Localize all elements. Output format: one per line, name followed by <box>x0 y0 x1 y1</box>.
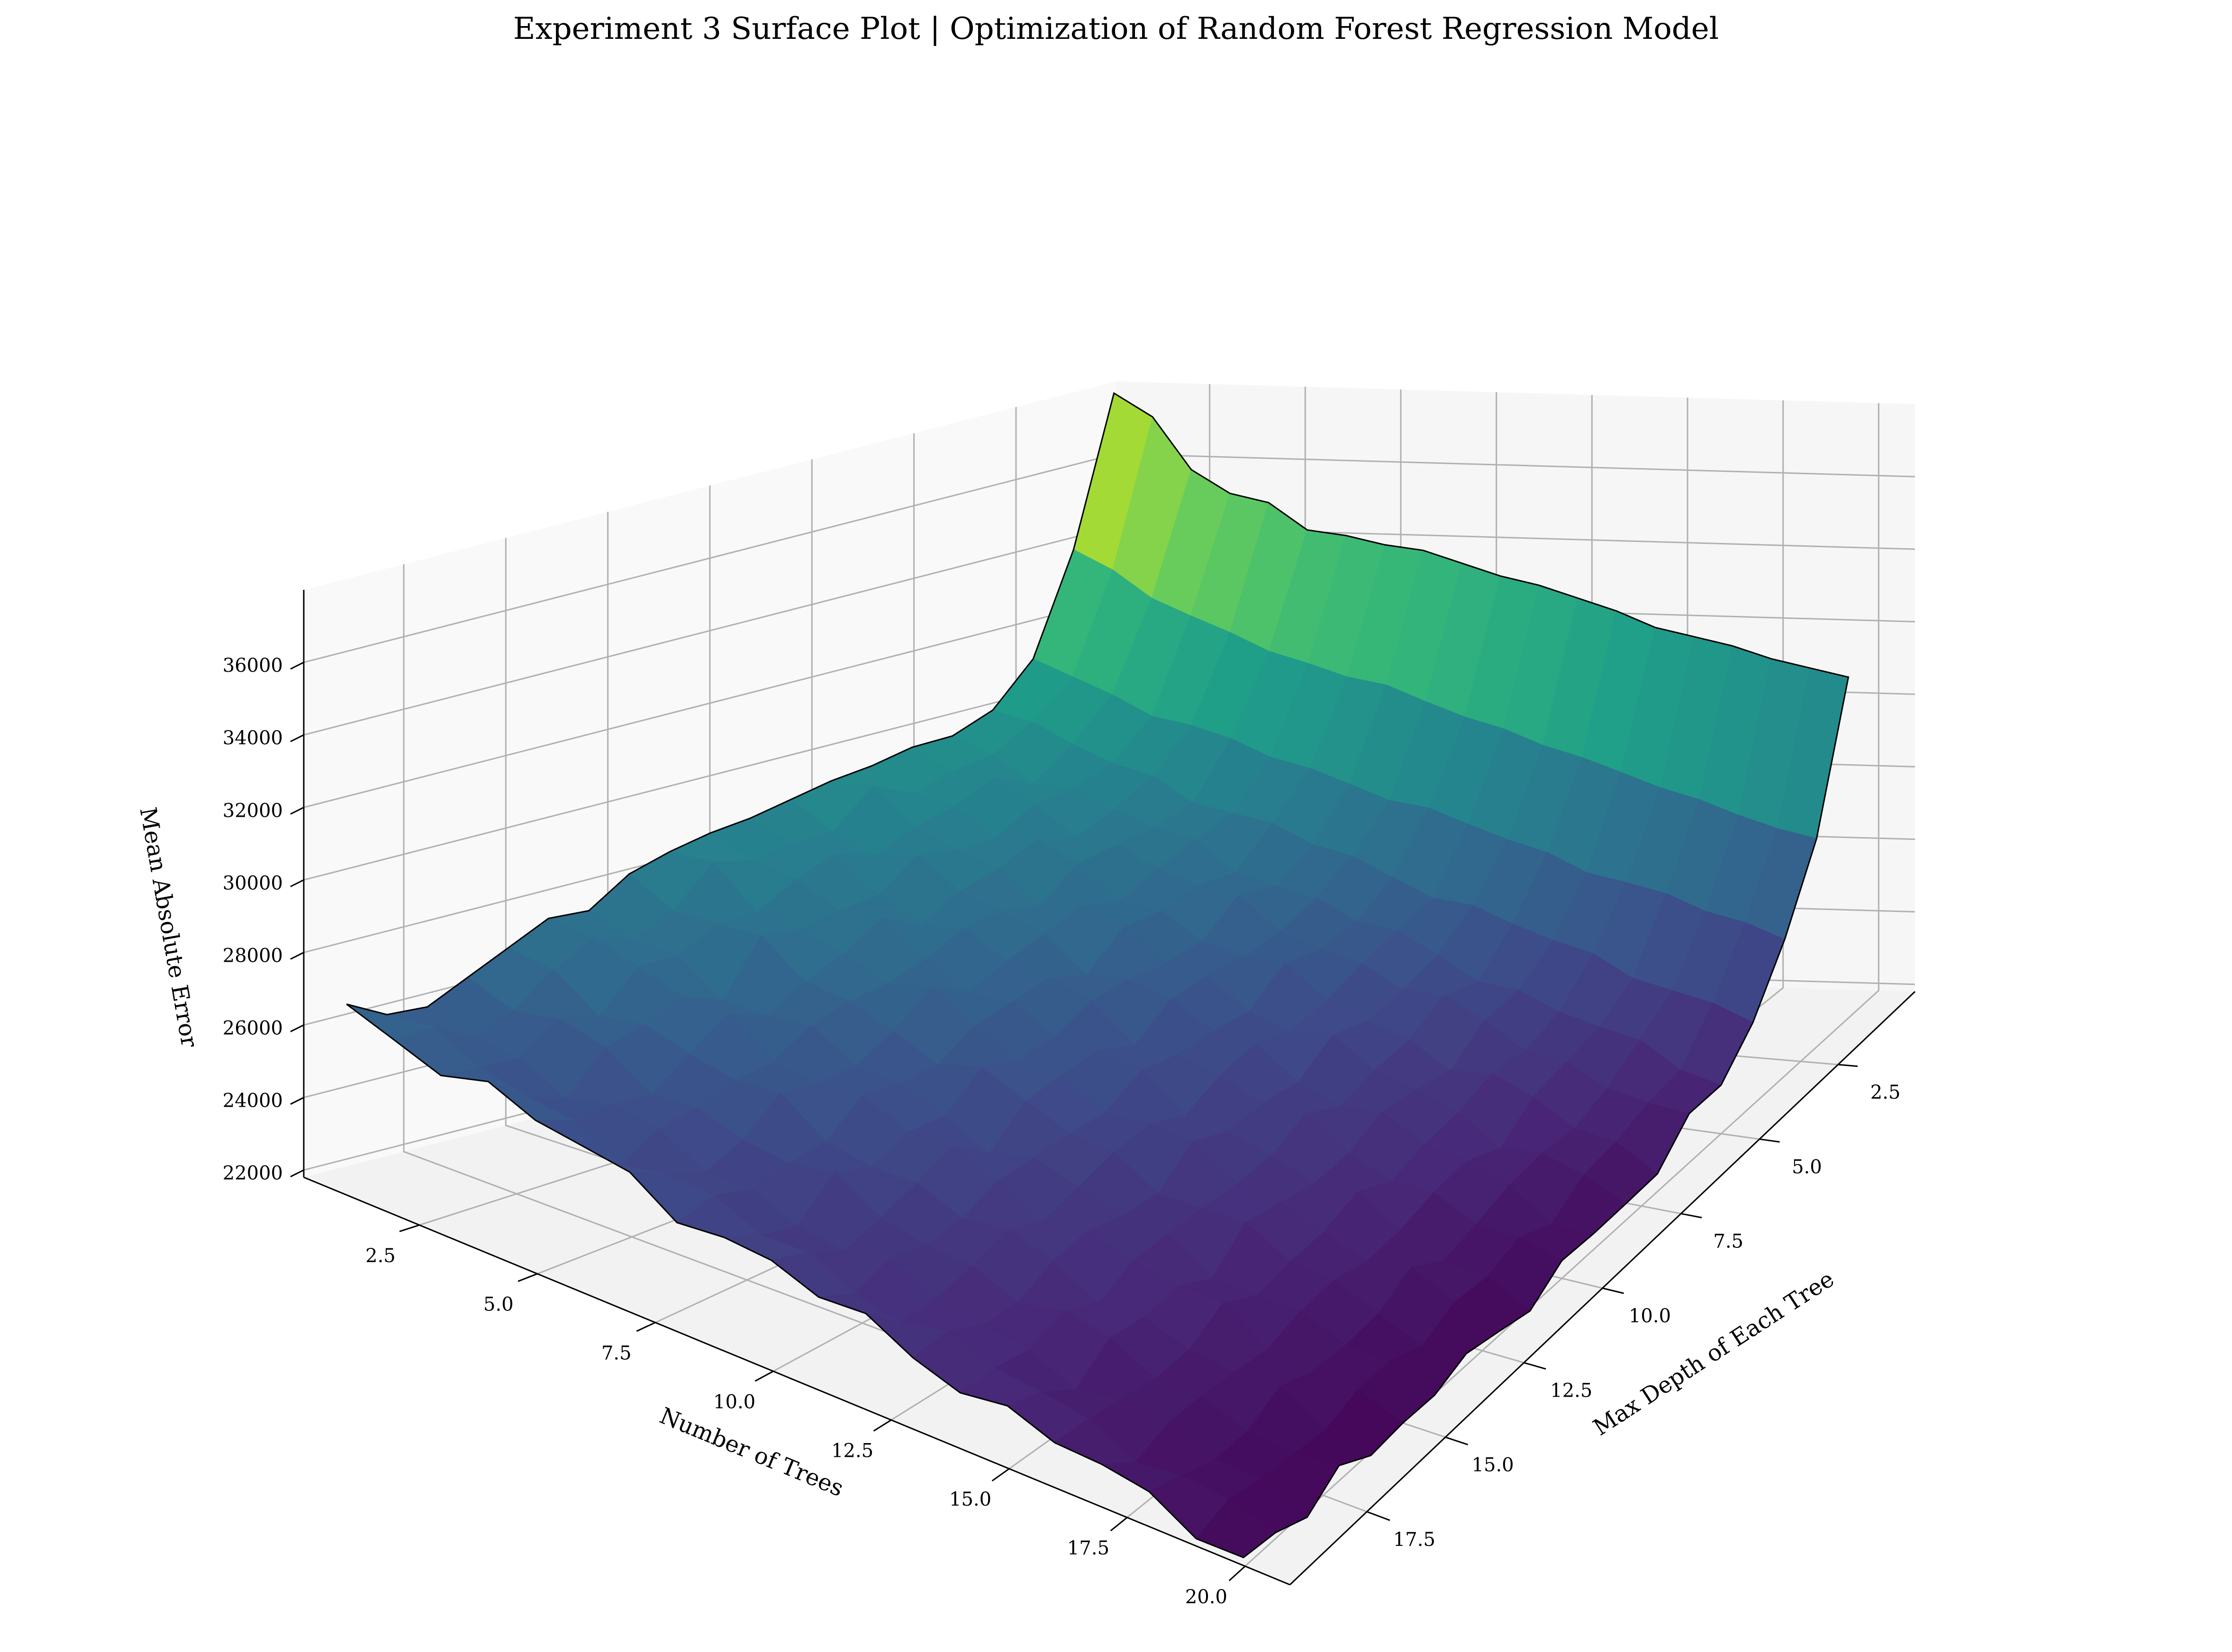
z-axis-label: Mean Absolute Error <box>135 805 203 1049</box>
x-gridline <box>1244 403 1879 1567</box>
y-tick-mark <box>1524 1362 1546 1370</box>
x-tick-label: 15.0 <box>949 1489 991 1510</box>
z-tick-label: 28000 <box>223 945 283 966</box>
y-tick-label: 12.5 <box>1550 1380 1592 1401</box>
y-tick-mark <box>1680 1213 1702 1219</box>
z-tick-mark <box>290 661 304 670</box>
x-tick-mark <box>399 1224 420 1232</box>
z-tick-mark <box>290 806 304 815</box>
x-tick-label: 12.5 <box>831 1440 873 1462</box>
z-tick-mark <box>290 1169 304 1178</box>
y-tick-label: 5.0 <box>1792 1156 1822 1178</box>
x-axis-line <box>303 1176 1290 1586</box>
chart-title: Experiment 3 Surface Plot | Optimization… <box>513 11 1719 46</box>
z-tick-mark <box>290 1097 304 1105</box>
x-tick-mark <box>1228 1565 1246 1581</box>
y-tick-label: 10.0 <box>1629 1305 1671 1327</box>
y-tick-mark <box>1445 1436 1468 1445</box>
x-tick-mark <box>754 1371 774 1382</box>
y-tick-mark <box>1838 1064 1858 1067</box>
y-tick-mark <box>1759 1138 1780 1143</box>
z-tick-label: 22000 <box>223 1163 283 1184</box>
axis-lines <box>290 590 1916 1586</box>
x-axis-label: Number of Trees <box>656 1402 847 1502</box>
x-tick-label: 20.0 <box>1185 1586 1227 1608</box>
x-tick-mark <box>1110 1517 1128 1532</box>
z-tick-label: 36000 <box>223 655 283 677</box>
z-tick-label: 30000 <box>223 872 283 894</box>
y-axis-label: Max Depth of Each Tree <box>1588 1265 1839 1441</box>
y-tick-label: 17.5 <box>1393 1529 1435 1551</box>
x-tick-mark <box>636 1322 656 1332</box>
z-tick-label: 34000 <box>223 727 283 749</box>
x-tick-mark <box>873 1419 892 1432</box>
z-tick-label: 24000 <box>223 1090 283 1112</box>
x-tick-label: 2.5 <box>365 1245 396 1267</box>
x-tick-label: 17.5 <box>1067 1537 1109 1559</box>
surface-mesh <box>346 392 1850 1559</box>
z-tick-label: 26000 <box>223 1018 283 1039</box>
z-tick-mark <box>290 1024 304 1032</box>
x-tick-label: 7.5 <box>601 1343 632 1364</box>
y-tick-mark <box>1366 1511 1390 1521</box>
x-tick-mark <box>517 1273 538 1282</box>
z-tick-mark <box>290 952 304 960</box>
z-tick-mark <box>290 879 304 887</box>
tick-labels: 2.5 5.0 7.5 10.0 12.5 15.0 17.5 20.0 2.5 5.0 7.5 10… <box>223 655 1901 1608</box>
surface-outline <box>346 392 1850 1559</box>
z-tick-label: 32000 <box>223 800 283 821</box>
z-tick-mark <box>290 734 304 742</box>
y-tick-label: 7.5 <box>1713 1231 1743 1253</box>
x-tick-mark <box>991 1468 1010 1482</box>
x-tick-label: 5.0 <box>483 1294 514 1316</box>
y-tick-label: 15.0 <box>1472 1454 1514 1476</box>
y-tick-label: 2.5 <box>1870 1082 1901 1103</box>
x-tick-label: 10.0 <box>713 1391 755 1413</box>
y-tick-mark <box>1602 1287 1624 1294</box>
